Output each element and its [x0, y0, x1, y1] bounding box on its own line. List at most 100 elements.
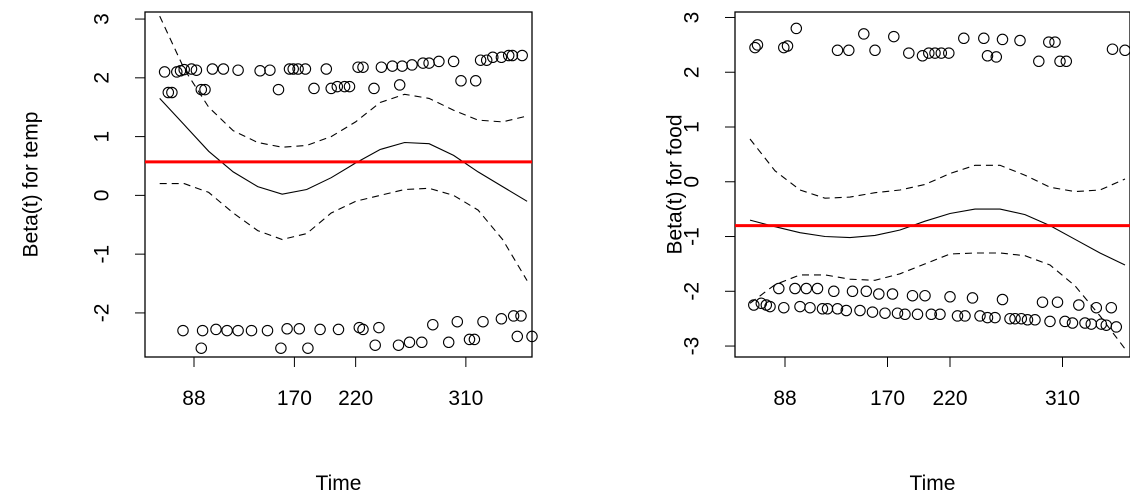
data-point — [352, 61, 364, 73]
y-axis-title: Beta(t) for temp — [20, 112, 43, 258]
data-point — [891, 307, 904, 319]
data-point — [195, 342, 208, 354]
data-point — [966, 292, 979, 304]
data-point — [919, 289, 931, 302]
data-point — [210, 323, 222, 336]
data-point — [283, 63, 296, 75]
data-point — [789, 282, 801, 295]
data-point — [828, 285, 840, 298]
data-point — [858, 28, 870, 40]
data-point — [773, 282, 785, 295]
data-point — [396, 60, 408, 72]
data-point — [951, 310, 964, 322]
data-point — [417, 57, 429, 69]
y-tick-label: 0 — [91, 190, 114, 202]
y-tick-label: -2 — [681, 282, 704, 301]
data-point — [447, 55, 460, 68]
data-point — [1015, 312, 1028, 325]
lower-band-line — [159, 183, 528, 281]
y-tick-label: 1 — [681, 121, 704, 133]
data-point — [373, 321, 385, 334]
data-point — [357, 323, 369, 336]
chart-panel-2: 88 170 220 310 -3 -2 -1 0 1 2 3 Time Beta(t) for foo… — [664, 11, 1130, 495]
data-point — [190, 64, 203, 76]
y-tick-label: 2 — [91, 72, 114, 84]
data-point — [232, 324, 244, 337]
data-point — [916, 50, 929, 62]
data-point — [442, 336, 455, 349]
data-point — [1106, 43, 1119, 55]
data-point — [526, 330, 538, 343]
x-axis-title: Time — [910, 472, 956, 495]
data-point — [314, 323, 326, 336]
data-point — [1079, 317, 1091, 329]
data-point — [911, 308, 924, 321]
data-point — [860, 285, 873, 298]
y-axis-title: Beta(t) for food — [664, 114, 687, 254]
data-point — [199, 83, 211, 96]
data-point — [903, 47, 915, 59]
data-point — [195, 83, 208, 96]
x-tick-label: 170 — [277, 387, 312, 410]
data-point — [477, 315, 489, 328]
y-tick-label: -1 — [681, 227, 704, 246]
x-tick-label: 310 — [1045, 387, 1080, 410]
y-tick-label: -1 — [91, 245, 114, 264]
data-point — [781, 40, 794, 52]
data-point — [923, 47, 935, 59]
y-tick-label: 1 — [91, 131, 114, 143]
lower-band-line — [749, 252, 1126, 350]
data-point — [1110, 321, 1123, 333]
data-point — [386, 60, 399, 72]
data-point — [495, 313, 508, 325]
data-point — [934, 308, 946, 321]
data-point — [1051, 296, 1064, 308]
data-point — [764, 300, 776, 313]
data-point — [196, 324, 209, 337]
data-point — [177, 324, 189, 337]
data-point — [451, 315, 464, 328]
data-point — [511, 330, 524, 343]
x-tick-label: 170 — [870, 387, 905, 410]
y-tick-label: 3 — [681, 12, 704, 24]
data-point — [981, 311, 994, 324]
plot-frame — [734, 11, 1130, 358]
data-point — [1105, 301, 1118, 314]
data-point — [1044, 315, 1056, 328]
data-point — [996, 293, 1009, 306]
data-point — [507, 310, 520, 322]
plot-frame — [144, 11, 533, 358]
data-point — [899, 308, 911, 321]
data-point — [1036, 296, 1049, 308]
data-point — [831, 303, 844, 315]
y-tick-label: 0 — [681, 176, 704, 188]
data-point — [1009, 312, 1021, 325]
data-point — [281, 323, 293, 335]
y-tick-label: 3 — [91, 13, 114, 25]
data-point — [866, 306, 879, 318]
x-tick-label: 310 — [448, 387, 483, 410]
data-point — [343, 80, 356, 93]
data-point — [1090, 301, 1103, 314]
data-point — [433, 55, 445, 68]
data-point — [1029, 314, 1041, 326]
data-point — [463, 333, 476, 346]
data-point — [416, 336, 428, 349]
data-point — [816, 303, 829, 315]
x-tick-label: 220 — [338, 387, 373, 410]
data-point — [332, 323, 345, 336]
data-point — [206, 63, 219, 75]
data-point — [811, 282, 824, 295]
data-point — [261, 324, 274, 337]
data-point — [800, 282, 813, 295]
data-point — [232, 64, 244, 76]
data-point — [778, 301, 790, 314]
data-point — [935, 47, 948, 59]
data-point — [299, 63, 312, 75]
data-point — [748, 299, 760, 311]
data-point — [929, 47, 941, 59]
data-point — [292, 63, 304, 75]
data-point — [185, 63, 198, 75]
data-point — [331, 80, 344, 93]
data-point — [879, 307, 891, 319]
